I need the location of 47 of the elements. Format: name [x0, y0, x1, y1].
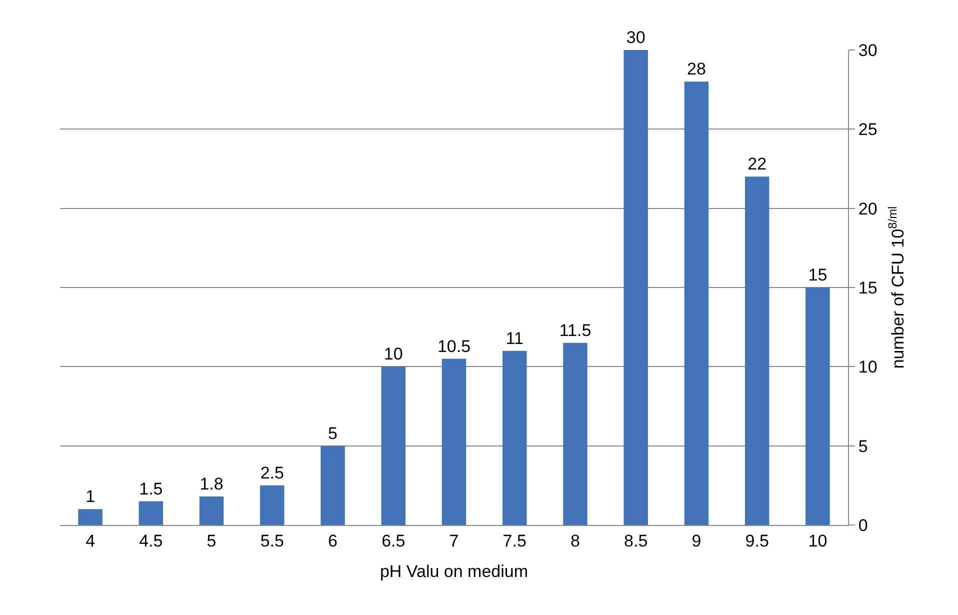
bar [806, 288, 830, 525]
bar [624, 50, 648, 525]
bar [138, 501, 164, 525]
x-tick-label: 5 [206, 531, 216, 550]
y-tick-label: 25 [858, 120, 878, 140]
data-label: 1.5 [139, 479, 163, 498]
x-tick-label: 10 [808, 531, 828, 550]
data-label: 5 [328, 424, 338, 443]
y-tick-label: 20 [858, 199, 878, 218]
x-tick-label: 7.5 [502, 531, 526, 550]
bar [320, 446, 345, 525]
x-tick-label: 9.5 [745, 531, 769, 550]
y-tick-label: 0 [858, 516, 868, 535]
data-label: 10.5 [437, 336, 471, 356]
bar [563, 342, 588, 525]
y-tick-label: 30 [858, 40, 878, 60]
x-tick-label: 9 [692, 531, 702, 550]
y-tick-label: 10 [858, 358, 878, 377]
x-tick-label: 6 [328, 531, 338, 550]
bar [442, 358, 466, 525]
y-tick-label: 5 [858, 436, 868, 456]
bar [78, 509, 102, 525]
data-label: 22 [748, 154, 767, 174]
x-tick-label: 4.5 [139, 531, 163, 550]
data-label: 2.5 [260, 463, 284, 482]
data-label: 11 [506, 328, 524, 348]
x-tick-label: 4 [86, 531, 96, 550]
bar [684, 82, 709, 525]
y-tick-label: 15 [858, 278, 878, 298]
x-tick-label: 6.5 [382, 531, 406, 550]
x-tick-label: 8.5 [624, 531, 648, 550]
bar [744, 176, 770, 525]
bar [381, 366, 406, 525]
bar [260, 485, 284, 525]
x-tick-label: 8 [570, 531, 580, 550]
data-label: 11.5 [559, 320, 592, 340]
data-label: 30 [626, 28, 646, 47]
data-label: 15 [808, 266, 828, 284]
data-label: 28 [687, 60, 706, 79]
data-label: 1.8 [200, 474, 224, 494]
x-tick-label: 7 [449, 531, 459, 550]
bar [502, 350, 527, 525]
bar [199, 496, 224, 525]
x-axis-title: pH Valu on medium [380, 562, 528, 581]
data-label: 1 [86, 487, 96, 506]
x-tick-label: 5.5 [260, 531, 284, 550]
data-label: 10 [384, 344, 403, 364]
